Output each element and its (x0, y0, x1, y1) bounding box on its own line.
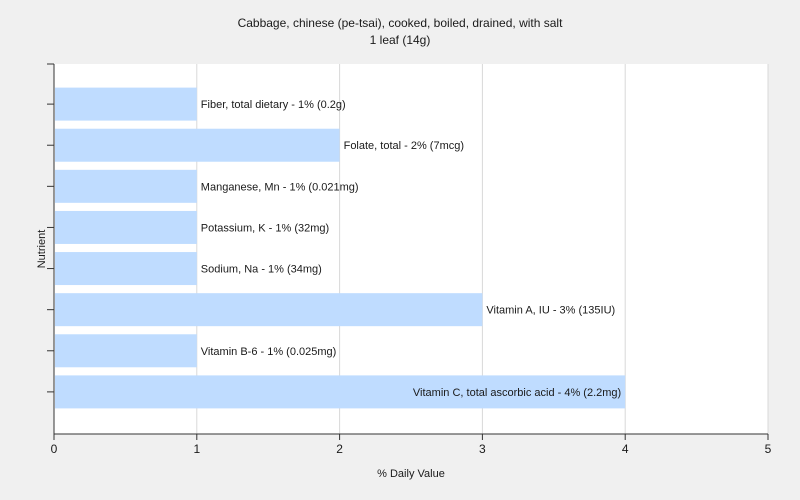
x-tick-label: 2 (336, 442, 343, 456)
bar (55, 375, 626, 409)
x-axis-label: % Daily Value (377, 468, 445, 480)
x-tick-label: 1 (193, 442, 200, 456)
grid-lines (196, 64, 769, 434)
y-axis-label: Nutrient (36, 230, 48, 269)
bar-data-label: Vitamin A, IU - 3% (135IU) (486, 305, 615, 317)
x-tick-label: 5 (765, 442, 772, 456)
bar-data-label: Fiber, total dietary - 1% (0.2g) (201, 99, 346, 111)
x-tick-label: 4 (622, 442, 629, 456)
x-tick-label: 0 (51, 442, 58, 456)
bar-data-label: Vitamin B-6 - 1% (0.025mg) (201, 346, 337, 358)
bar (55, 87, 197, 121)
chart-subtitle: 1 leaf (14g) (370, 33, 431, 47)
bar (55, 293, 483, 327)
bar (55, 252, 197, 286)
bar (55, 128, 340, 162)
bar-data-label: Manganese, Mn - 1% (0.021mg) (201, 181, 359, 193)
bar-data-label: Sodium, Na - 1% (34mg) (201, 264, 322, 276)
axes: 0 1 2 3 4 5 (47, 63, 772, 456)
bar-data-label: Folate, total - 2% (7mcg) (344, 140, 464, 152)
bar (55, 210, 197, 244)
plot-area (54, 64, 768, 434)
bar (55, 169, 197, 203)
bars: Fiber, total dietary - 1% (0.2g) Folate, … (55, 87, 626, 409)
chart-title: Cabbage, chinese (pe-tsai), cooked, boil… (238, 16, 564, 30)
bar-data-label: Vitamin C, total ascorbic acid - 4% (2.2… (413, 387, 621, 399)
bar (55, 334, 197, 368)
x-tick-label: 3 (479, 442, 486, 456)
bar-data-label: Potassium, K - 1% (32mg) (201, 222, 329, 234)
